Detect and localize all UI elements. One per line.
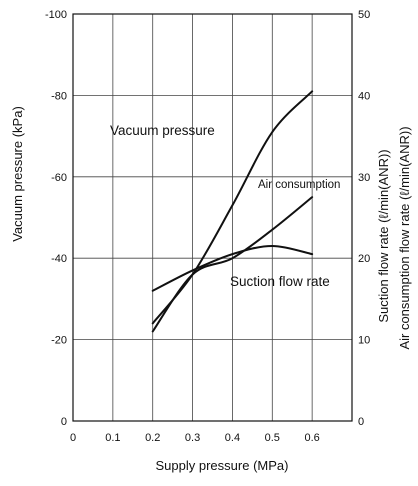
y-right-axis-title-suction: Suction flow rate (ℓ/min(ANR)) xyxy=(376,149,391,322)
x-tick-label: 0.2 xyxy=(145,432,160,444)
y-right-tick-label: 20 xyxy=(358,253,370,265)
series-label-air-consumption: Air consumption xyxy=(258,179,340,191)
y-right-axis-title-air: Air consumption flow rate (ℓ/min(ANR)) xyxy=(397,126,412,349)
grid xyxy=(73,14,352,421)
y-right-tick-label: 30 xyxy=(358,172,370,184)
y-left-tick-label: -60 xyxy=(51,172,67,184)
x-tick-label: 0 xyxy=(70,432,76,444)
y-left-tick-label: -40 xyxy=(51,253,67,265)
tick-labels: 0 0.1 0.2 0.3 0.4 0.5 0.6 0 -20 -40 -60 -80 -100 0 10 2… xyxy=(45,9,370,444)
series-line-vacuum-pressure xyxy=(151,90,314,325)
y-right-tick-label: 40 xyxy=(358,90,370,102)
y-left-tick-label: -100 xyxy=(45,9,67,21)
series-lines xyxy=(151,90,314,333)
x-tick-label: 0.4 xyxy=(225,432,240,444)
series-line-suction-flow-rate xyxy=(151,244,314,292)
y-right-tick-label: 10 xyxy=(358,335,370,347)
y-left-axis-title: Vacuum pressure (kPa) xyxy=(10,106,25,242)
x-tick-label: 0.1 xyxy=(105,432,120,444)
x-tick-label: 0.6 xyxy=(304,432,319,444)
series-line-air-consumption xyxy=(151,196,314,333)
y-left-tick-label: -20 xyxy=(51,335,67,347)
series-label-vacuum-pressure: Vacuum pressure xyxy=(110,123,215,138)
y-left-tick-label: 0 xyxy=(61,416,67,428)
plot-frame xyxy=(72,13,353,422)
x-tick-label: 0.3 xyxy=(185,432,200,444)
y-right-tick-label: 50 xyxy=(358,9,370,21)
series-label-suction-flow-rate: Suction flow rate xyxy=(230,274,330,289)
y-right-tick-label: 0 xyxy=(358,416,364,428)
plot-background xyxy=(73,14,352,421)
x-axis-title: Supply pressure (MPa) xyxy=(156,458,289,473)
x-tick-label: 0.5 xyxy=(265,432,280,444)
y-left-tick-label: -80 xyxy=(51,90,67,102)
